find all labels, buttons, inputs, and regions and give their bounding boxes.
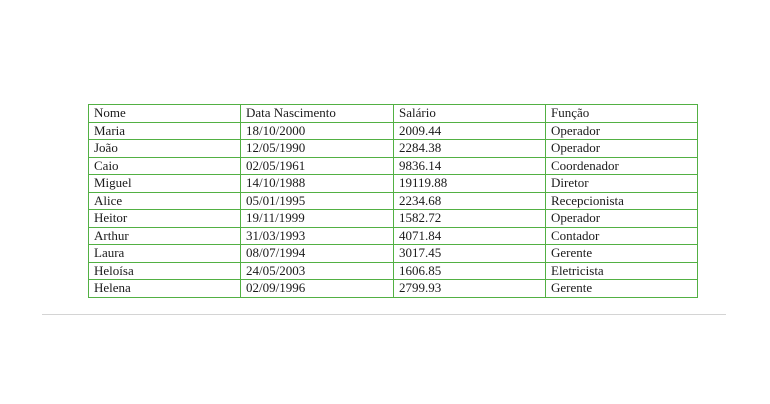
cell-nome: Alice (88, 191, 241, 210)
cell-nome: Heitor (88, 209, 241, 228)
table-row: Arthur 31/03/1993 4071.84 Contador (88, 226, 698, 245)
table-row: Miguel 14/10/1988 19119.88 Diretor (88, 174, 698, 193)
cell-data-nascimento: 12/05/1990 (240, 139, 394, 158)
cell-salario: 2799.93 (393, 279, 546, 298)
cell-nome: Laura (88, 244, 241, 263)
cell-data-nascimento: 18/10/2000 (240, 121, 394, 140)
cell-funcao: Diretor (545, 174, 698, 193)
cell-salario: 4071.84 (393, 226, 546, 245)
table-row: Alice 05/01/1995 2234.68 Recepcionista (88, 191, 698, 210)
cell-data-nascimento: 05/01/1995 (240, 191, 394, 210)
cell-funcao: Eletricista (545, 261, 698, 280)
cell-nome: Miguel (88, 174, 241, 193)
cell-nome: Helena (88, 279, 241, 298)
cell-salario: 9836.14 (393, 156, 546, 175)
cell-nome: Heloísa (88, 261, 241, 280)
header-salario: Salário (393, 104, 546, 123)
cell-funcao: Gerente (545, 244, 698, 263)
employee-table: Nome Data Nascimento Salário Função Mari… (88, 104, 698, 298)
table-header-row: Nome Data Nascimento Salário Função (88, 104, 698, 123)
cell-data-nascimento: 24/05/2003 (240, 261, 394, 280)
cell-funcao: Operador (545, 209, 698, 228)
cell-data-nascimento: 19/11/1999 (240, 209, 394, 228)
cell-funcao: Contador (545, 226, 698, 245)
table-row: Caio 02/05/1961 9836.14 Coordenador (88, 156, 698, 175)
cell-nome: Arthur (88, 226, 241, 245)
cell-nome: Caio (88, 156, 241, 175)
header-data-nascimento: Data Nascimento (240, 104, 394, 123)
cell-salario: 2009.44 (393, 121, 546, 140)
cell-nome: João (88, 139, 241, 158)
cell-salario: 19119.88 (393, 174, 546, 193)
cell-data-nascimento: 08/07/1994 (240, 244, 394, 263)
cell-salario: 2284.38 (393, 139, 546, 158)
page-bottom-divider (42, 314, 726, 315)
cell-funcao: Operador (545, 121, 698, 140)
table-row: Helena 02/09/1996 2799.93 Gerente (88, 279, 698, 298)
cell-funcao: Gerente (545, 279, 698, 298)
cell-data-nascimento: 02/05/1961 (240, 156, 394, 175)
cell-salario: 3017.45 (393, 244, 546, 263)
cell-data-nascimento: 14/10/1988 (240, 174, 394, 193)
header-funcao: Função (545, 104, 698, 123)
table-row: Laura 08/07/1994 3017.45 Gerente (88, 244, 698, 263)
table-row: Maria 18/10/2000 2009.44 Operador (88, 121, 698, 140)
cell-salario: 1582.72 (393, 209, 546, 228)
cell-data-nascimento: 31/03/1993 (240, 226, 394, 245)
cell-funcao: Coordenador (545, 156, 698, 175)
table-row: Heloísa 24/05/2003 1606.85 Eletricista (88, 261, 698, 280)
cell-funcao: Recepcionista (545, 191, 698, 210)
cell-nome: Maria (88, 121, 241, 140)
table-row: João 12/05/1990 2284.38 Operador (88, 139, 698, 158)
cell-data-nascimento: 02/09/1996 (240, 279, 394, 298)
table-row: Heitor 19/11/1999 1582.72 Operador (88, 209, 698, 228)
cell-funcao: Operador (545, 139, 698, 158)
header-nome: Nome (88, 104, 241, 123)
cell-salario: 1606.85 (393, 261, 546, 280)
cell-salario: 2234.68 (393, 191, 546, 210)
